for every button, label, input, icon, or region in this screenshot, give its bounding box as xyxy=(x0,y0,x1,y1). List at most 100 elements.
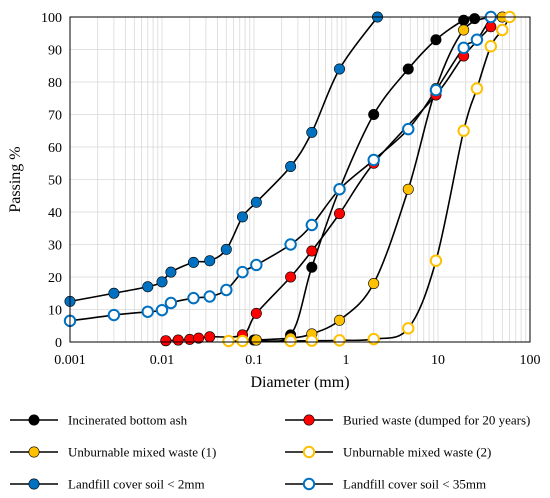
data-point xyxy=(250,196,262,208)
data-point xyxy=(469,13,481,25)
data-point xyxy=(250,307,262,319)
legend: Incinerated bottom ash Buried waste (dump… xyxy=(10,413,530,492)
x-tick-label: 0.01 xyxy=(150,353,175,368)
y-tick-label: 100 xyxy=(41,11,62,26)
x-tick-label: 10 xyxy=(431,353,445,368)
data-point xyxy=(305,218,319,232)
data-point xyxy=(165,266,177,278)
x-tick-label: 100 xyxy=(520,353,541,368)
grid xyxy=(70,17,530,342)
data-point xyxy=(368,109,380,121)
data-point xyxy=(457,41,470,55)
data-point xyxy=(429,83,443,97)
data-point xyxy=(160,335,172,347)
data-point xyxy=(203,290,216,303)
data-point xyxy=(334,208,346,220)
y-tick-label: 20 xyxy=(48,271,62,286)
data-point xyxy=(402,122,415,136)
data-point xyxy=(188,256,200,268)
legend-label: Unburnable mixed waste (1) xyxy=(68,445,216,460)
x-axis-label: Diameter (mm) xyxy=(250,374,349,391)
data-point xyxy=(172,334,184,346)
y-axis-label: Passing % xyxy=(7,146,24,212)
data-point xyxy=(470,82,484,95)
plot-frame xyxy=(69,16,531,343)
data-point xyxy=(250,334,262,346)
legend-label: Incinerated bottom ash xyxy=(68,413,188,428)
legend-marker xyxy=(28,478,40,490)
data-point xyxy=(402,322,415,335)
y-tick-label: 0 xyxy=(55,336,62,351)
y-tick-label: 60 xyxy=(48,141,62,156)
data-point xyxy=(108,287,120,299)
data-point xyxy=(368,277,380,289)
data-point xyxy=(470,33,484,46)
y-tick-labels: 0 10 20 30 40 50 60 70 80 90 100 xyxy=(41,11,62,351)
data-point xyxy=(237,211,249,223)
data-point xyxy=(334,314,346,326)
legend-entry: Buried waste (dumped for 20 years) xyxy=(285,413,530,428)
data-point xyxy=(250,258,263,272)
legend-entry: Landfill cover soil < 2mm xyxy=(10,477,205,492)
data-point xyxy=(306,126,318,138)
data-point xyxy=(334,63,346,75)
data-point xyxy=(156,276,168,288)
data-point xyxy=(367,332,380,346)
series-points xyxy=(63,10,516,348)
legend-marker xyxy=(303,414,315,426)
data-point xyxy=(333,334,346,347)
data-point xyxy=(155,303,169,317)
data-point xyxy=(305,334,319,347)
legend-marker xyxy=(302,445,316,459)
legend-entry: Unburnable mixed waste (1) xyxy=(10,445,216,460)
data-point xyxy=(496,23,509,37)
x-tick-labels: 0.001 0.01 0.1 1 10 100 xyxy=(54,353,540,368)
data-point xyxy=(402,63,414,75)
y-tick-label: 40 xyxy=(48,206,62,221)
legend-entry: Landfill cover soil < 35mm xyxy=(285,477,486,492)
legend-label: Landfill cover soil < 35mm xyxy=(343,477,486,492)
data-point xyxy=(222,334,235,348)
data-point xyxy=(306,245,318,257)
data-point xyxy=(142,281,154,293)
data-point xyxy=(141,305,154,318)
data-point xyxy=(204,255,216,267)
data-point xyxy=(458,24,470,36)
data-point xyxy=(220,243,232,255)
data-point xyxy=(285,161,297,173)
y-tick-label: 50 xyxy=(48,174,62,189)
data-point xyxy=(236,334,249,348)
data-point xyxy=(164,296,178,310)
legend-marker xyxy=(28,414,40,426)
data-point xyxy=(484,40,498,53)
legend-label: Landfill cover soil < 2mm xyxy=(68,477,205,492)
legend-marker xyxy=(28,446,40,458)
data-point xyxy=(107,308,121,322)
y-tick-label: 80 xyxy=(48,76,62,91)
legend-marker xyxy=(302,477,316,491)
y-tick-label: 10 xyxy=(48,304,62,319)
data-point xyxy=(193,332,205,344)
legend-label: Buried waste (dumped for 20 years) xyxy=(343,413,530,428)
data-point xyxy=(430,34,442,46)
x-tick-label: 0.001 xyxy=(54,353,86,368)
y-tick-label: 70 xyxy=(48,109,62,124)
data-point xyxy=(429,254,443,267)
x-tick-label: 0.1 xyxy=(245,353,263,368)
data-point xyxy=(306,261,318,273)
data-point xyxy=(204,331,216,343)
data-point xyxy=(284,334,297,348)
y-tick-label: 30 xyxy=(48,239,62,254)
data-point xyxy=(236,265,249,279)
data-point xyxy=(220,283,233,297)
y-tick-label: 90 xyxy=(48,44,62,59)
data-point xyxy=(402,183,414,195)
data-point xyxy=(367,153,380,167)
legend-label: Unburnable mixed waste (2) xyxy=(343,445,491,460)
data-point xyxy=(284,238,297,251)
data-point xyxy=(187,291,200,305)
data-point xyxy=(285,271,297,283)
data-point xyxy=(333,183,346,196)
data-point xyxy=(457,124,470,137)
